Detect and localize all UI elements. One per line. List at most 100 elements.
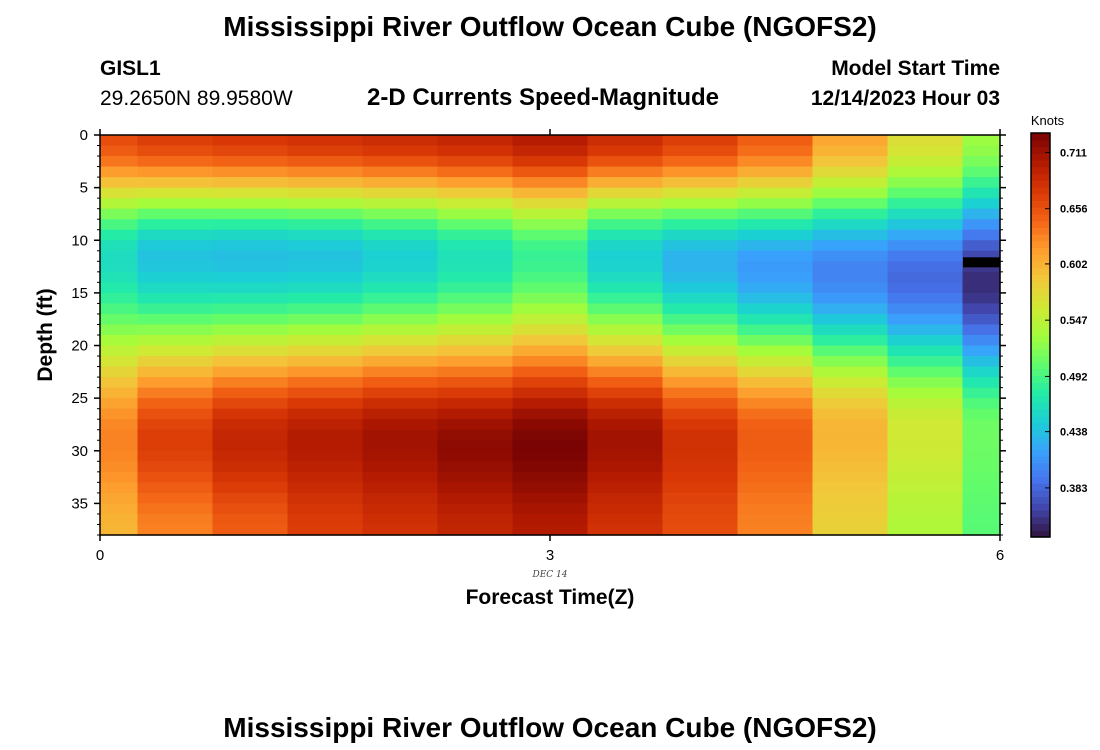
heatmap-cell <box>887 145 964 157</box>
heatmap-cell <box>662 156 739 168</box>
heatmap-cell <box>962 219 1001 231</box>
heatmap-cell <box>662 366 739 378</box>
heatmap-cell <box>212 261 289 273</box>
heatmap-cell <box>137 419 214 431</box>
heatmap-cell <box>512 503 589 515</box>
main-title: Mississippi River Outflow Ocean Cube (NG… <box>223 11 877 42</box>
heatmap-cell <box>887 366 964 378</box>
heatmap-cell <box>737 335 814 347</box>
heatmap-cell <box>212 229 289 241</box>
colorbar-segment <box>1031 287 1050 296</box>
heatmap-cell <box>587 324 664 336</box>
heatmap-cell <box>812 335 889 347</box>
heatmap-cell <box>737 471 814 483</box>
colorbar-segment <box>1031 436 1050 444</box>
heatmap-cell <box>587 282 664 294</box>
heatmap-cell <box>587 503 664 515</box>
heatmap-cell <box>100 282 139 294</box>
heatmap-cell <box>512 219 589 231</box>
heatmap-cell <box>287 440 364 452</box>
heatmap-cell <box>737 377 814 389</box>
heatmap-cell <box>812 177 889 189</box>
heatmap-cell <box>362 208 439 220</box>
heatmap-cell <box>100 356 139 368</box>
heatmap-cell <box>362 513 439 526</box>
heatmap-cell <box>662 419 739 431</box>
heatmap-cell <box>587 219 664 231</box>
heatmap-cell <box>962 229 1001 241</box>
heatmap-cell <box>137 303 214 315</box>
heatmap-cell <box>662 135 739 147</box>
heatmap-cell <box>887 292 964 305</box>
colorbar-segment <box>1031 456 1050 464</box>
heatmap-cell <box>100 335 139 347</box>
heatmap-cell <box>962 461 1001 473</box>
heatmap-cell <box>962 408 1001 420</box>
heatmap-cell <box>812 250 889 262</box>
heatmap-cell <box>812 440 889 452</box>
heatmap-cell <box>137 440 214 452</box>
heatmap-cell <box>287 145 364 157</box>
heatmap-cell <box>362 524 439 536</box>
heatmap-cell <box>100 198 139 210</box>
heatmap-cell <box>212 482 289 494</box>
heatmap-cell <box>737 177 814 189</box>
heatmap-cell <box>212 356 289 368</box>
heatmap-cell <box>212 335 289 347</box>
colorbar-segment <box>1031 489 1050 498</box>
heatmap-cell <box>737 482 814 494</box>
heatmap-cell <box>737 208 814 220</box>
heatmap-cell <box>887 303 964 315</box>
y-tick-label: 35 <box>71 495 88 512</box>
heatmap-cell <box>887 187 964 199</box>
colorbar-segment <box>1031 227 1050 235</box>
colorbar-segment <box>1031 476 1050 484</box>
heatmap-cell <box>100 482 139 494</box>
heatmap-cell <box>737 429 814 441</box>
heatmap-cell <box>887 398 964 410</box>
heatmap-cell <box>887 156 964 168</box>
heatmap-cell <box>137 408 214 420</box>
heatmap-cell <box>100 377 139 389</box>
heatmap-cell <box>212 156 289 168</box>
heatmap-cell <box>287 177 364 189</box>
heatmap-cell <box>812 419 889 431</box>
heatmap-cell <box>887 440 964 452</box>
heatmap-cell <box>662 271 739 283</box>
heatmap-cell <box>737 419 814 431</box>
heatmap-cell <box>362 156 439 168</box>
heatmap-cell <box>100 271 139 283</box>
heatmap-cell <box>100 524 139 536</box>
heatmap-cell <box>737 229 814 241</box>
heatmap-cell <box>437 387 514 399</box>
colorbar-segment <box>1031 422 1050 430</box>
heatmap-cell <box>137 156 214 168</box>
colorbar-segment <box>1031 368 1050 376</box>
heatmap-cell <box>737 440 814 452</box>
heatmap-cell <box>362 135 439 147</box>
heatmap-cell <box>437 208 514 220</box>
heatmap-cell <box>100 366 139 378</box>
y-tick-label: 15 <box>71 285 88 302</box>
heatmap-cell <box>737 156 814 168</box>
heatmap-cell <box>887 313 964 326</box>
heatmap-cell <box>437 156 514 168</box>
heatmap-cell <box>362 482 439 494</box>
colorbar-tick-label: 0.711 <box>1060 147 1087 159</box>
heatmap-cell <box>100 292 139 305</box>
heatmap-cell <box>437 240 514 252</box>
heatmap-cell <box>212 513 289 526</box>
heatmap-cell <box>212 419 289 431</box>
heatmap-cell <box>100 250 139 262</box>
heatmap-cell <box>812 345 889 357</box>
x-tick-label: 0 <box>96 547 104 564</box>
heatmap-cell <box>587 482 664 494</box>
heatmap-cell <box>137 377 214 389</box>
heatmap-cell <box>287 398 364 410</box>
colorbar-segment <box>1031 207 1050 215</box>
heatmap-cell <box>737 271 814 283</box>
heatmap-cell <box>587 356 664 368</box>
heatmap-cell <box>100 156 139 168</box>
heatmap-cell <box>287 335 364 347</box>
heatmap-cell <box>287 503 364 515</box>
